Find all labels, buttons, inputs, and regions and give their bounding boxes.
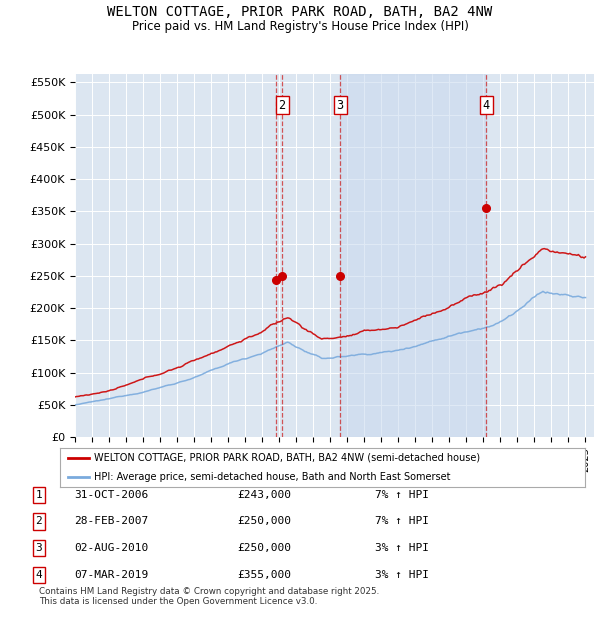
Text: £355,000: £355,000: [237, 570, 291, 580]
Text: 02-AUG-2010: 02-AUG-2010: [74, 543, 148, 553]
Text: £250,000: £250,000: [237, 516, 291, 526]
Text: 2: 2: [35, 516, 43, 526]
Text: Contains HM Land Registry data © Crown copyright and database right 2025.
This d: Contains HM Land Registry data © Crown c…: [39, 587, 379, 606]
Text: 7% ↑ HPI: 7% ↑ HPI: [375, 516, 429, 526]
Text: £243,000: £243,000: [237, 490, 291, 500]
Text: 1: 1: [35, 490, 43, 500]
Text: 3: 3: [35, 543, 43, 553]
Text: 2: 2: [278, 99, 286, 112]
Text: 4: 4: [35, 570, 43, 580]
Text: Price paid vs. HM Land Registry's House Price Index (HPI): Price paid vs. HM Land Registry's House …: [131, 20, 469, 33]
Text: 7% ↑ HPI: 7% ↑ HPI: [375, 490, 429, 500]
Text: 28-FEB-2007: 28-FEB-2007: [74, 516, 148, 526]
Text: 3: 3: [337, 99, 344, 112]
Bar: [340, 74, 486, 437]
Text: WELTON COTTAGE, PRIOR PARK ROAD, BATH, BA2 4NW (semi-detached house): WELTON COTTAGE, PRIOR PARK ROAD, BATH, B…: [94, 453, 480, 463]
Text: 3% ↑ HPI: 3% ↑ HPI: [375, 543, 429, 553]
Text: 31-OCT-2006: 31-OCT-2006: [74, 490, 148, 500]
Text: 4: 4: [482, 99, 490, 112]
Text: HPI: Average price, semi-detached house, Bath and North East Somerset: HPI: Average price, semi-detached house,…: [94, 472, 451, 482]
Text: WELTON COTTAGE, PRIOR PARK ROAD, BATH, BA2 4NW: WELTON COTTAGE, PRIOR PARK ROAD, BATH, B…: [107, 5, 493, 19]
Text: £250,000: £250,000: [237, 543, 291, 553]
Text: 07-MAR-2019: 07-MAR-2019: [74, 570, 148, 580]
Text: 3% ↑ HPI: 3% ↑ HPI: [375, 570, 429, 580]
